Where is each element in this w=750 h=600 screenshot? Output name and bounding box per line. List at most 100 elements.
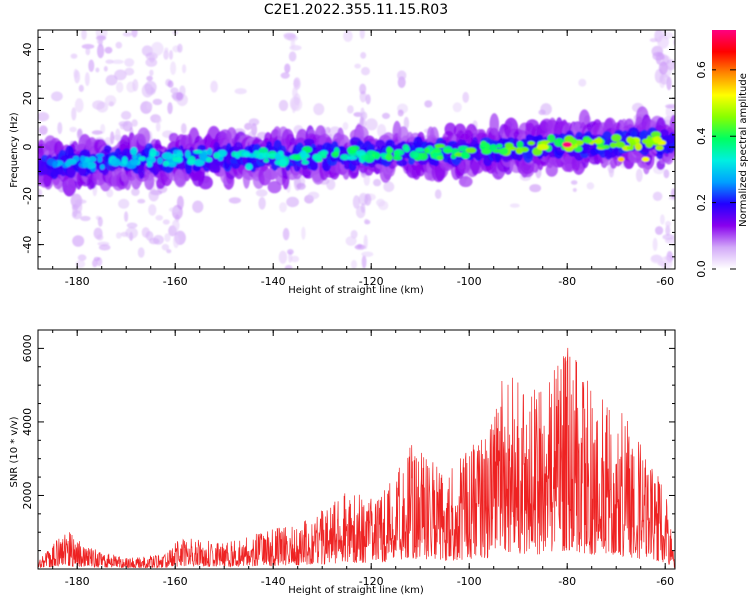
spectral-blob: [650, 254, 663, 264]
spectral-blob: [116, 81, 124, 93]
spectral-blob: [509, 203, 520, 208]
spectral-blob: [296, 182, 306, 190]
spectral-blob: [97, 43, 105, 59]
spectral-blob: [86, 161, 96, 169]
spectral-blob: [673, 39, 675, 46]
spectral-blob: [359, 30, 365, 40]
spectral-blob: [665, 104, 675, 109]
spectrogram-axes: -180 -160 -140 -120 -100 -80 -60 -40 -20 0 20 40: [21, 30, 675, 288]
spectral-blob: [170, 87, 179, 94]
spectral-blob: [132, 79, 139, 92]
spectral-blob: [516, 141, 524, 148]
spectral-blob: [82, 161, 89, 168]
spectrogram-frame: [37, 29, 676, 270]
spectral-blob: [498, 147, 509, 155]
spectral-blob: [287, 249, 294, 255]
spectral-blob: [88, 156, 97, 162]
spectral-blob: [659, 256, 673, 269]
spectral-blob: [244, 122, 252, 131]
spectrogram-y-tick-label: 0: [21, 144, 34, 151]
spectral-blob: [115, 41, 123, 49]
spectral-blob: [162, 219, 170, 225]
spectral-blob: [360, 52, 367, 59]
spectral-blob: [519, 146, 529, 153]
spectral-blob: [91, 130, 103, 135]
spectral-blob: [148, 204, 157, 216]
spectral-blob: [267, 180, 282, 194]
spectral-blob: [103, 145, 112, 153]
spectral-blob: [197, 144, 207, 152]
spectral-blob: [144, 173, 155, 190]
spectral-blob: [363, 174, 370, 186]
spectral-blob: [110, 131, 115, 145]
spectral-blob: [137, 247, 145, 258]
spectral-blob: [85, 47, 91, 56]
spectral-blob: [145, 85, 152, 95]
spectral-blob: [186, 159, 196, 165]
spectral-blob: [164, 233, 171, 243]
spectral-blob: [131, 119, 138, 127]
spectral-blob: [172, 156, 182, 163]
spectral-blob: [275, 153, 281, 161]
spectrogram-y-axis-label: Frequency (Hz): [9, 112, 20, 188]
spectral-blob: [303, 138, 315, 146]
spectral-blob: [364, 154, 375, 163]
spectral-blob: [162, 160, 170, 167]
spectral-blob: [65, 161, 72, 167]
spectral-blob: [436, 155, 444, 161]
spectral-blob: [283, 32, 296, 38]
spectral-blob: [608, 166, 615, 178]
spectral-blob: [443, 148, 453, 153]
spectral-blob: [104, 46, 113, 54]
spectral-blob: [121, 156, 128, 165]
spectral-blob: [73, 68, 79, 79]
spectral-blob: [299, 150, 307, 159]
spectral-blob: [292, 154, 302, 161]
spectral-blob: [313, 103, 325, 116]
spectral-blob: [349, 145, 360, 151]
spectrogram-data: [38, 30, 675, 269]
spectral-blob: [377, 124, 387, 138]
spectral-blob: [586, 182, 595, 190]
spectral-blob: [155, 117, 162, 123]
spectral-blob: [634, 142, 642, 151]
spectral-blob: [182, 64, 187, 74]
spectral-blob: [669, 114, 675, 136]
spectral-blob: [149, 69, 154, 77]
spectral-blob: [145, 57, 158, 67]
spectral-blob: [280, 72, 290, 79]
spectral-blob: [282, 227, 290, 241]
spectral-blob: [205, 157, 213, 163]
spectral-blob: [78, 84, 84, 92]
spectral-blob: [343, 30, 353, 42]
spectral-blob: [95, 67, 100, 73]
snr-x-axis-label: Height of straight line (km): [288, 585, 424, 596]
spectral-blob: [290, 38, 296, 49]
spectral-blob: [131, 30, 138, 38]
snr-x-tick-label: -140: [261, 575, 286, 588]
spectral-blob: [278, 99, 289, 112]
spectral-blob: [99, 164, 105, 170]
spectrogram-y-tick-label: -40: [21, 236, 34, 254]
spectral-blob: [653, 136, 662, 144]
spectral-blob: [452, 102, 462, 113]
spectral-blob: [540, 140, 550, 145]
spectral-blob: [360, 202, 366, 214]
spectral-blob: [572, 188, 577, 192]
spectral-blob: [181, 123, 187, 134]
spectral-blob: [137, 164, 145, 179]
spectral-blob: [635, 168, 643, 182]
spectral-blob: [662, 234, 675, 240]
spectrogram-y-tick-label: 40: [21, 43, 34, 57]
snr-x-tick-label: -160: [163, 575, 188, 588]
spectral-blob: [279, 202, 287, 213]
spectral-blob: [155, 215, 163, 221]
spectral-blob: [655, 145, 664, 151]
spectrogram-x-tick-label: -80: [558, 275, 576, 288]
spectral-blob: [264, 169, 279, 180]
spectral-blob: [57, 122, 63, 135]
spectral-blob: [207, 147, 213, 156]
spectral-blob: [278, 158, 287, 167]
spectrogram-x-tick-label: -180: [65, 275, 90, 288]
spectral-blob: [301, 160, 309, 165]
